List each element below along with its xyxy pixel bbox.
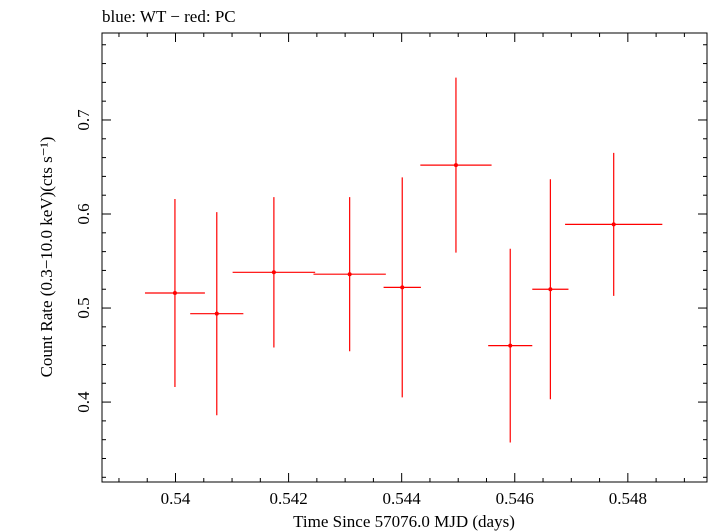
y-axis-ticks [102, 44, 707, 478]
data-point [383, 177, 421, 398]
data-point [420, 77, 492, 253]
data-point [190, 212, 244, 416]
y-tick-label: 0.7 [74, 109, 93, 131]
point-marker [214, 311, 219, 316]
y-tick-label: 0.6 [74, 203, 93, 224]
data-point [232, 197, 316, 348]
point-marker [400, 285, 405, 290]
data-point [313, 197, 386, 352]
y-tick-label: 0.4 [74, 391, 93, 413]
x-tick-label: 0.54 [161, 489, 191, 508]
x-tick-label: 0.546 [496, 489, 534, 508]
x-axis-tick-labels: 0.54 0.542 0.544 0.546 0.548 [161, 489, 647, 508]
point-marker [611, 222, 616, 227]
x-tick-label: 0.544 [383, 489, 422, 508]
point-marker [172, 290, 177, 295]
series-pc [144, 77, 663, 443]
point-marker [347, 272, 352, 277]
x-tick-label: 0.548 [609, 489, 647, 508]
point-marker [548, 287, 553, 292]
data-point [565, 152, 663, 296]
data-point [144, 198, 205, 388]
y-axis-tick-labels: 0.4 0.5 0.6 0.7 [74, 109, 93, 413]
data-point [532, 179, 569, 400]
plot-frame [101, 32, 708, 483]
point-marker [271, 270, 276, 275]
data-point [488, 248, 533, 443]
y-axis-label: Count Rate (0.3−10.0 keV)(cts s⁻¹) [37, 137, 56, 378]
y-tick-label: 0.5 [74, 297, 93, 318]
x-tick-label: 0.542 [269, 489, 307, 508]
point-marker [508, 343, 513, 348]
x-axis-label: Time Since 57076.0 MJD (days) [293, 512, 515, 531]
chart-title: blue: WT − red: PC [102, 7, 236, 26]
x-axis-ticks [118, 33, 685, 482]
point-marker [453, 163, 458, 168]
